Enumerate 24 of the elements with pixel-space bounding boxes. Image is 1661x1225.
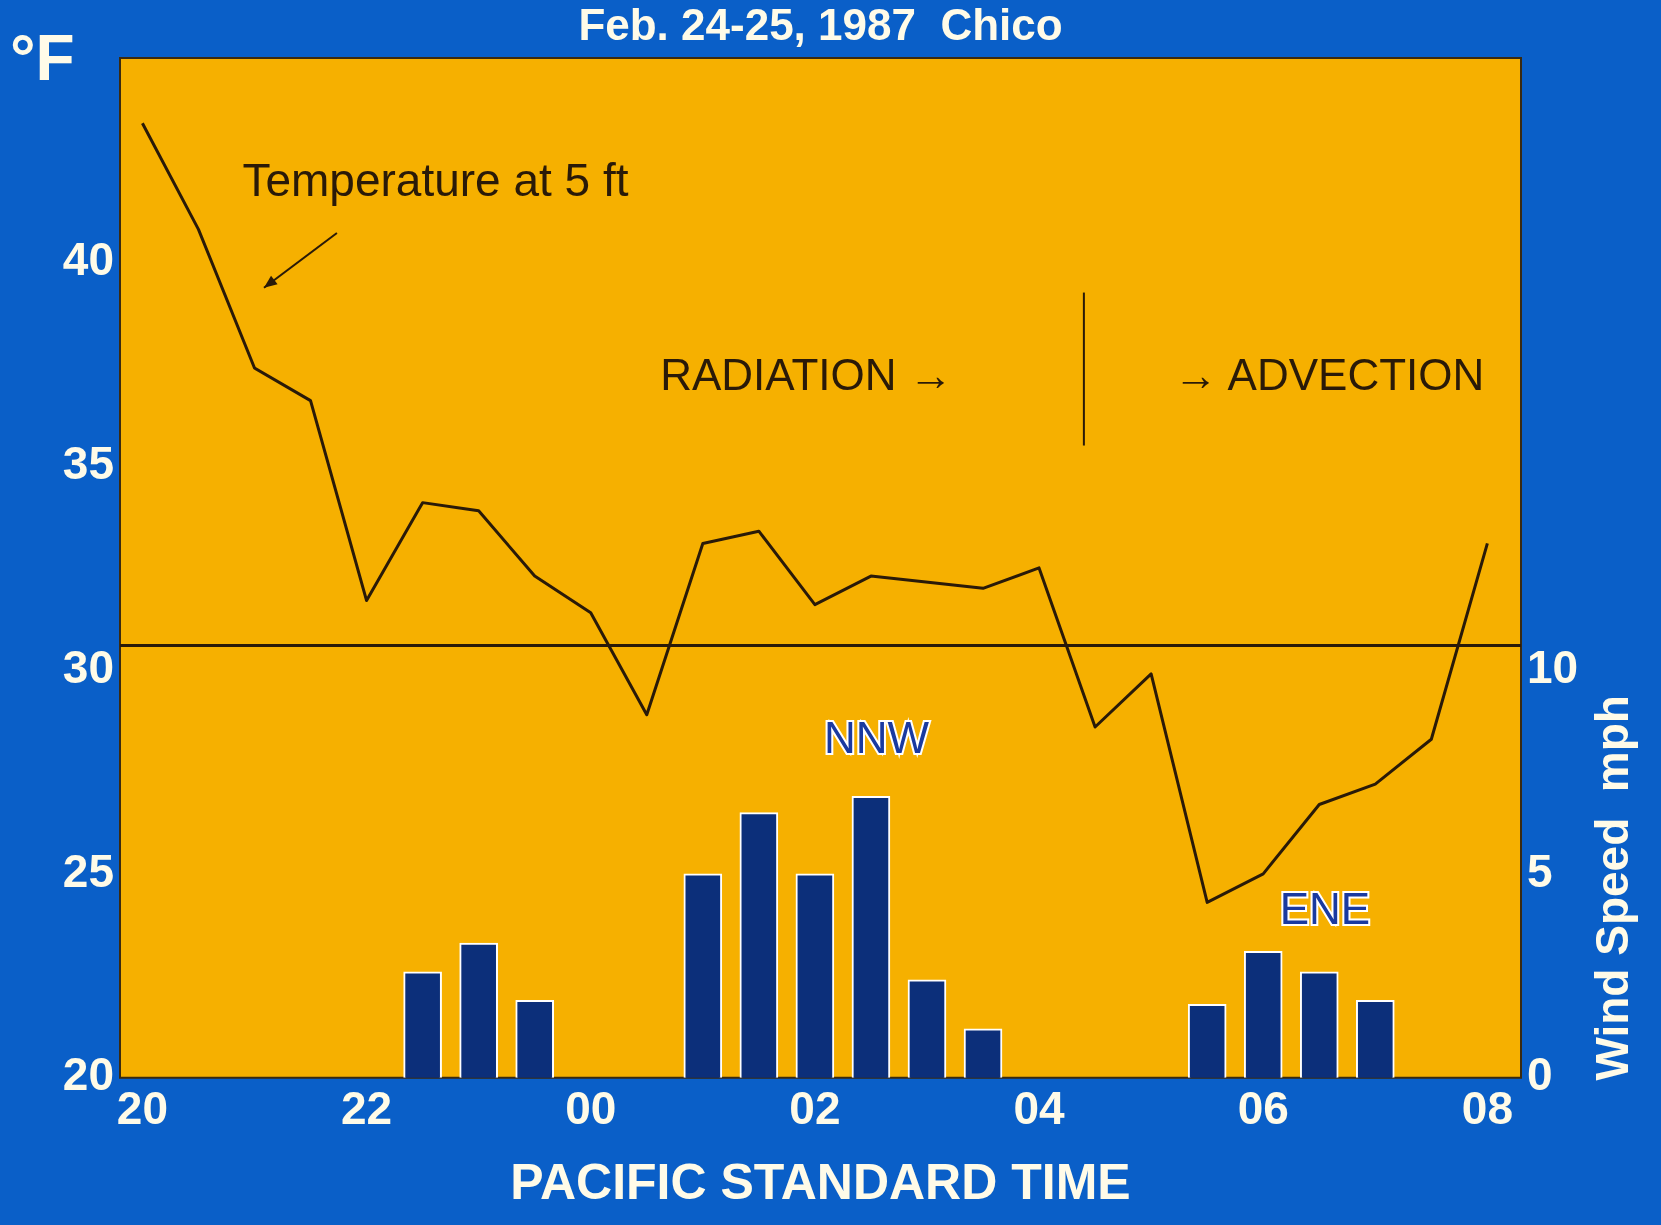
x-tick-label: 20: [116, 1082, 168, 1135]
chart-title: Feb. 24-25, 1987 Chico: [578, 0, 1063, 50]
annotation: ENE: [1279, 883, 1371, 933]
annotation: → ADVECTION: [1173, 350, 1485, 400]
series-label: Temperature at 5 ft: [242, 153, 629, 206]
y2-tick-label: 0: [1527, 1048, 1553, 1101]
y-tick-label: 35: [62, 436, 114, 489]
y2-axis-title: Wind Speed mph: [1585, 695, 1638, 1081]
annotation: NNW: [823, 713, 930, 763]
y-tick-label: 20: [62, 1048, 114, 1101]
x-tick-label: 04: [1013, 1082, 1066, 1135]
x-tick-label: 02: [789, 1082, 841, 1135]
y-tick-label: 40: [62, 232, 114, 285]
x-tick-label: 06: [1237, 1082, 1289, 1135]
y2-tick-label: 10: [1527, 640, 1579, 693]
x-tick-label: 22: [340, 1082, 393, 1135]
y-tick-label: 30: [62, 640, 114, 693]
x-tick-label: 08: [1461, 1082, 1513, 1135]
annotation: RADIATION →: [660, 350, 953, 400]
x-axis-title: PACIFIC STANDARD TIME: [510, 1153, 1131, 1210]
y2-tick-label: 5: [1527, 844, 1553, 897]
x-tick-label: 00: [565, 1082, 617, 1135]
y-tick-label: 25: [62, 844, 114, 897]
y-axis-title: °F: [10, 21, 75, 94]
